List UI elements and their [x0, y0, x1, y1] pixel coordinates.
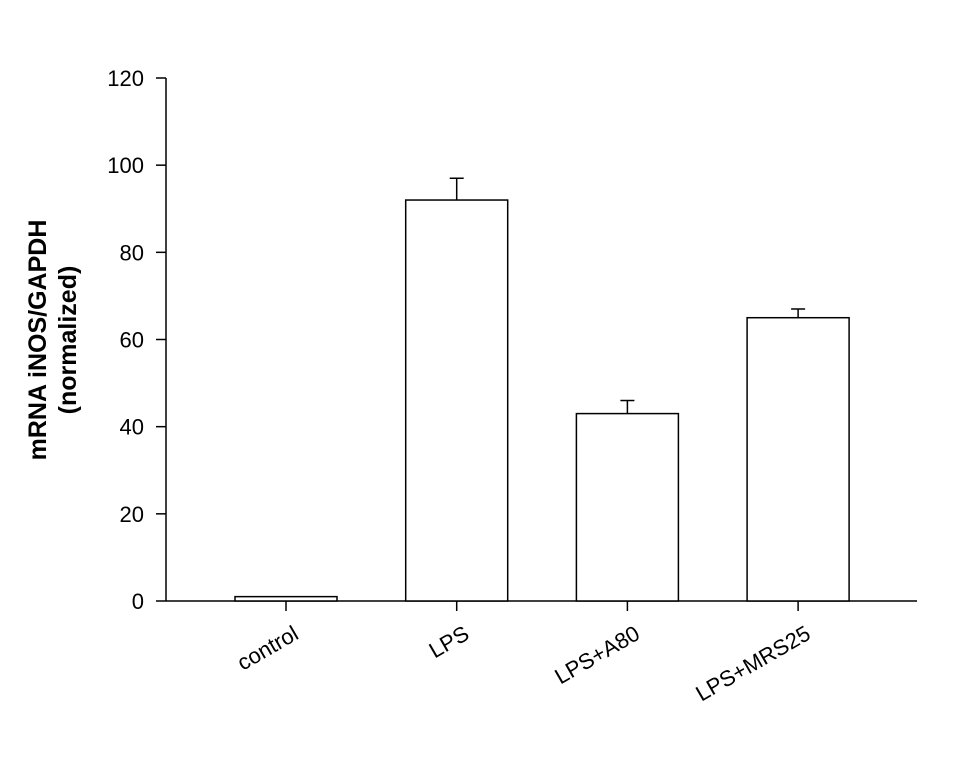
- y-tick-label: 20: [120, 502, 144, 527]
- y-tick-label: 100: [107, 153, 144, 178]
- y-tick-label: 80: [120, 240, 144, 265]
- x-tick-label: LPS+MRS25: [691, 621, 814, 707]
- bar: [746, 316, 850, 602]
- y-tick-label: 120: [107, 66, 144, 91]
- y-tick-label: 0: [132, 589, 144, 614]
- y-tick-label: 40: [120, 415, 144, 440]
- x-tick-label: LPS: [425, 621, 474, 663]
- y-axis-label: (normalized): [54, 266, 82, 415]
- y-tick-label: 60: [120, 328, 144, 353]
- x-tick-label: control: [233, 621, 303, 676]
- bar: [404, 199, 509, 602]
- bar: [234, 595, 338, 602]
- bar: [575, 412, 680, 602]
- y-axis-label: mRNA iNOS/GAPDH: [24, 220, 52, 461]
- x-tick-label: LPS+A80: [550, 621, 644, 689]
